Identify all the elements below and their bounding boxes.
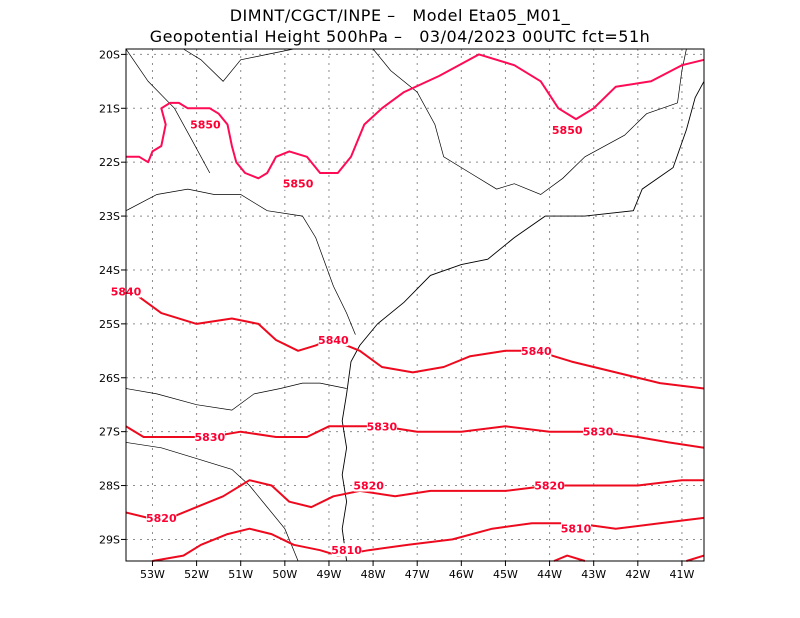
- lat-tick-label: 25S: [99, 318, 120, 331]
- lon-tick-label: 50W: [272, 568, 297, 581]
- contour-line-5810: [686, 554, 705, 562]
- contour-line-5820: [125, 479, 704, 519]
- lon-tick-label: 47W: [405, 568, 430, 581]
- contour-label: 5810: [331, 544, 362, 557]
- state-border-line: [125, 382, 347, 411]
- lon-tick-label: 53W: [140, 568, 165, 581]
- state-border-line: [125, 48, 211, 174]
- contour-label-bg: [318, 333, 349, 347]
- state-border-line: [372, 48, 678, 195]
- contour-label-bg: [190, 117, 221, 131]
- state-border-line: [677, 48, 687, 103]
- chart-title-line2: Geopotential Height 500hPa – 03/04/2023 …: [149, 27, 651, 46]
- coastline-line: [341, 81, 705, 562]
- contour-line-5840: [125, 285, 705, 390]
- lon-tick-label: 42W: [625, 568, 650, 581]
- contour-label-bg: [521, 343, 552, 357]
- contour-line-5810: [553, 554, 586, 562]
- state-border-line: [183, 48, 294, 82]
- lon-tick-label: 44W: [537, 568, 562, 581]
- contour-label-bg: [353, 478, 384, 492]
- longitude-labels: 53W 52W 51W 50W 49W 48W 47W 46W 45W 44W 43W 42W 41W: [140, 568, 694, 581]
- contour-line-5850: [126, 53, 705, 180]
- contour-label: 5840: [521, 345, 552, 358]
- contour-label: 5830: [367, 420, 398, 433]
- contour-label-bg: [366, 419, 397, 433]
- lon-tick-label: 41W: [670, 568, 695, 581]
- latitude-labels: 20S 21S 22S 23S 24S 25S 26S 27S 28S 29S: [99, 48, 120, 546]
- lat-tick-label: 23S: [99, 210, 120, 223]
- contour-label-bg: [583, 424, 614, 438]
- lat-tick-label: 21S: [99, 102, 120, 115]
- coastline: [341, 81, 705, 562]
- contour-label: 5850: [283, 178, 314, 191]
- contour-label-bg: [534, 478, 565, 492]
- contour-label-bg: [331, 543, 362, 557]
- contour-label: 5850: [190, 118, 221, 131]
- lat-tick-label: 20S: [99, 48, 120, 61]
- contour-label: 5830: [195, 431, 226, 444]
- lon-tick-label: 46W: [449, 568, 474, 581]
- lon-tick-label: 51W: [228, 568, 253, 581]
- lat-tick-label: 22S: [99, 156, 120, 169]
- contour-label-bg: [283, 176, 314, 190]
- contour-label-bg: [561, 521, 592, 535]
- lon-tick-label: 45W: [493, 568, 518, 581]
- lat-tick-label: 28S: [99, 480, 120, 493]
- contour-label: 5840: [318, 334, 349, 347]
- contour-label: 5830: [583, 426, 614, 439]
- contour-label: 5820: [534, 480, 565, 493]
- lat-tick-label: 27S: [99, 426, 120, 439]
- contour-label: 5850: [552, 124, 583, 137]
- contour-label: 5820: [353, 480, 384, 493]
- lon-tick-label: 43W: [581, 568, 606, 581]
- lat-tick-label: 29S: [99, 533, 120, 546]
- contour-label-bg: [146, 510, 177, 524]
- contour-label-bg: [552, 122, 583, 136]
- lon-tick-label: 52W: [184, 568, 209, 581]
- contour-label: 5820: [146, 512, 177, 525]
- contour-label: 5810: [561, 523, 592, 536]
- lat-tick-label: 26S: [99, 372, 120, 385]
- lat-tick-label: 24S: [99, 264, 120, 277]
- lon-tick-label: 48W: [361, 568, 386, 581]
- lon-tick-label: 49W: [317, 568, 342, 581]
- contour-label-bg: [194, 430, 225, 444]
- chart-title-line1: DIMNT/CGCT/INPE – Model Eta05_M01_: [229, 6, 571, 25]
- state-border-line: [125, 188, 356, 335]
- map-frame: [125, 48, 705, 562]
